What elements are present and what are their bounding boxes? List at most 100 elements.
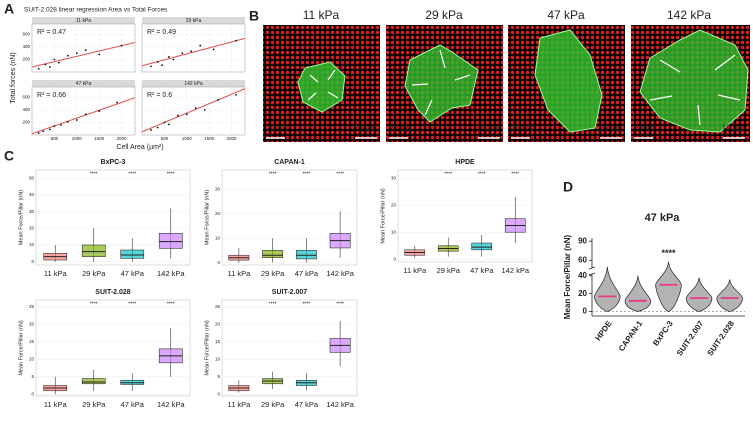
violin bbox=[685, 277, 713, 312]
scatter-point bbox=[37, 67, 40, 70]
significance: **** bbox=[90, 301, 98, 307]
length-scale: 10 µm bbox=[354, 123, 377, 133]
facet-label: 29 kPa bbox=[186, 18, 202, 24]
scatter-point bbox=[161, 64, 164, 67]
scatter-point bbox=[116, 101, 118, 104]
y-tick-label: 30 bbox=[391, 175, 397, 180]
x-tick-label: 142 kPa bbox=[157, 400, 185, 409]
x-tick-label: SUIT-2.028 bbox=[705, 319, 736, 358]
x-tick-label: 142 kPa bbox=[501, 266, 529, 275]
image-title: 29 kPa bbox=[425, 8, 463, 22]
x-tick-label: SUIT-2.007 bbox=[675, 319, 706, 358]
force-scale: 20 nN bbox=[511, 123, 534, 133]
y-tick-label: 600 bbox=[22, 32, 30, 37]
length-scale: 10 µm bbox=[599, 123, 622, 133]
chart-title: 47 kPa bbox=[645, 212, 681, 224]
y-tick-label: 10 bbox=[391, 229, 397, 234]
x-tick-label: 142 kPa bbox=[326, 400, 354, 409]
regression-line bbox=[31, 41, 136, 68]
x-tick-label: 142 kPa bbox=[157, 269, 185, 278]
x-tick-label: 1000 bbox=[182, 136, 193, 141]
scatter-point bbox=[60, 124, 63, 126]
box bbox=[81, 244, 106, 257]
x-tick-label: 1500 bbox=[204, 136, 215, 141]
significance: **** bbox=[336, 301, 344, 307]
scatter-point bbox=[75, 119, 78, 121]
x-axis-label: Cell Area (µm²) bbox=[116, 144, 163, 151]
scatter-point bbox=[150, 129, 152, 131]
plot-area bbox=[35, 299, 191, 397]
regression-line bbox=[31, 97, 136, 135]
y-tick-label: 0 bbox=[217, 260, 220, 265]
plot-area bbox=[221, 169, 358, 266]
scatter-point bbox=[199, 44, 202, 47]
facet-strip bbox=[32, 80, 135, 87]
y-axis-label: Mean Force/Pillar (nN) bbox=[204, 190, 210, 245]
box bbox=[295, 250, 317, 260]
scatter-point bbox=[84, 49, 87, 51]
x-tick-label: 29 kPa bbox=[82, 269, 106, 278]
panel-letter: C bbox=[4, 148, 14, 164]
x-tick-label: 11 kPa bbox=[44, 269, 68, 278]
y-axis-label: Mean Force/Pillar (nN) bbox=[204, 320, 210, 375]
y-tick-label: 30 bbox=[29, 209, 35, 214]
facet-label: 11 kPa bbox=[76, 18, 91, 24]
axis-break bbox=[588, 266, 596, 270]
x-tick-label: 2000 bbox=[117, 136, 128, 141]
box bbox=[158, 233, 183, 249]
cell bbox=[404, 44, 479, 123]
y-tick-label: 200 bbox=[22, 57, 30, 62]
box bbox=[262, 250, 284, 258]
x-tick-label: HPDE bbox=[594, 319, 615, 343]
y-tick-label: 400 bbox=[22, 107, 30, 112]
x-tick-label: 500 bbox=[51, 136, 59, 141]
x-tick-label: 47 kPa bbox=[470, 266, 494, 275]
x-tick-label: 142 kPa bbox=[326, 269, 354, 278]
y-tick-label: 5 bbox=[31, 374, 34, 379]
length-scale: 10 µm bbox=[722, 123, 745, 133]
facet-label: 47 kPa bbox=[76, 81, 92, 87]
scatter-point bbox=[181, 52, 184, 55]
image-title: 11 kPa bbox=[303, 8, 340, 22]
scatter-point bbox=[49, 66, 51, 68]
y-tick-label: 10 bbox=[215, 235, 221, 240]
microscopy-panel bbox=[263, 25, 750, 142]
box bbox=[120, 249, 145, 259]
figure-title: SUIT-2.028 linear regression Area vs Tot… bbox=[24, 7, 168, 14]
y-tick-label: 20 bbox=[391, 202, 397, 207]
image-title: 47 kPa bbox=[547, 8, 585, 22]
x-tick-label: 11 kPa bbox=[227, 269, 251, 278]
y-tick-label: 0 bbox=[31, 391, 34, 396]
force-scale: 20 nN bbox=[634, 123, 657, 133]
y-tick-label: 25 bbox=[29, 304, 35, 309]
scatter-point bbox=[49, 128, 51, 131]
significance: **** bbox=[478, 171, 486, 177]
plot-area bbox=[397, 169, 533, 263]
y-tick-label: 20 bbox=[29, 322, 35, 327]
y-tick-label: 200 bbox=[22, 120, 30, 125]
scatter-point bbox=[167, 56, 170, 58]
significance: **** bbox=[167, 301, 175, 307]
x-tick-label: CAPAN-1 bbox=[617, 319, 645, 353]
scatter-point bbox=[75, 52, 78, 55]
significance: **** bbox=[511, 171, 519, 177]
scatter-point bbox=[98, 53, 101, 56]
significance: **** bbox=[661, 248, 676, 258]
y-tick-label: 15 bbox=[215, 339, 221, 344]
x-tick-label: 29 kPa bbox=[261, 269, 285, 278]
force-scale: 20 nN bbox=[389, 123, 412, 133]
panel-letter: A bbox=[4, 1, 14, 17]
significance: **** bbox=[269, 171, 277, 177]
scatter-point bbox=[194, 107, 197, 109]
x-tick-label: 11 kPa bbox=[403, 266, 427, 275]
y-tick-label: 90 bbox=[578, 236, 587, 245]
significance: **** bbox=[302, 171, 310, 177]
scatter-point bbox=[163, 121, 166, 124]
x-tick-label: 29 kPa bbox=[82, 400, 106, 409]
scatter-point bbox=[53, 125, 56, 128]
x-tick-label: 47 kPa bbox=[121, 400, 145, 409]
facet-strip bbox=[142, 80, 245, 87]
chart-title: HPDE bbox=[455, 159, 475, 166]
significance: **** bbox=[90, 171, 98, 177]
significance: **** bbox=[269, 301, 277, 307]
